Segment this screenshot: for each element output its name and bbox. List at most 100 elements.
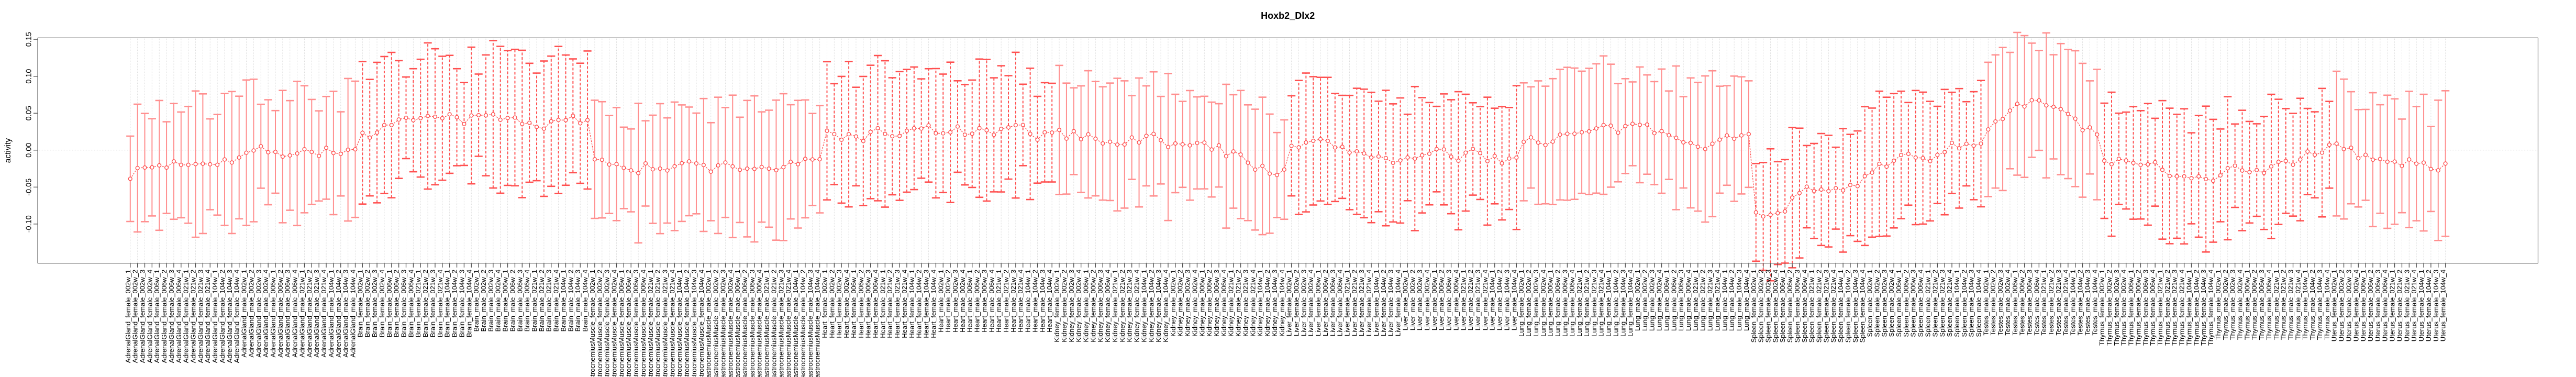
svg-text:Spleen_female_104w_2: Spleen_female_104w_2 <box>1844 270 1852 343</box>
svg-text:Lung_male_104w_1: Lung_male_104w_1 <box>1720 270 1728 331</box>
svg-text:Testes_male_006w_4: Testes_male_006w_4 <box>2033 270 2040 336</box>
svg-text:Uterus_female_006w_3: Uterus_female_006w_3 <box>2374 270 2382 341</box>
svg-text:Lung_female_006w_1: Lung_female_006w_1 <box>1547 270 1555 337</box>
svg-text:Lung_male_002w_4: Lung_male_002w_4 <box>1656 270 1663 331</box>
svg-text:Uterus_female_104w_4: Uterus_female_104w_4 <box>2439 270 2447 341</box>
svg-text:Thymus_female_002w_3: Thymus_female_002w_3 <box>2113 270 2120 346</box>
svg-text:GastrocnemiusMuscle_male_021w_: GastrocnemiusMuscle_male_021w_1 <box>763 270 771 377</box>
svg-text:Liver_male_104w_3: Liver_male_104w_3 <box>1503 270 1511 330</box>
svg-text:Lung_male_104w_3: Lung_male_104w_3 <box>1735 270 1743 331</box>
svg-text:Liver_female_006w_4: Liver_female_006w_4 <box>1336 270 1344 336</box>
svg-text:Spleen_male_104w_2: Spleen_male_104w_2 <box>1960 270 1968 337</box>
svg-text:Spleen_male_006w_3: Spleen_male_006w_3 <box>1909 270 1917 337</box>
svg-text:AdrenalGland_male_002w_2: AdrenalGland_male_002w_2 <box>247 270 255 358</box>
svg-text:Liver_male_021w_3: Liver_male_021w_3 <box>1474 270 1482 330</box>
svg-text:Spleen_male_021w_2: Spleen_male_021w_2 <box>1931 270 1939 337</box>
svg-text:GastrocnemiusMuscle_male_006w_: GastrocnemiusMuscle_male_006w_1 <box>734 270 741 377</box>
svg-text:Kidney_male_002w_1: Kidney_male_002w_1 <box>1169 270 1177 337</box>
svg-text:Brain_female_006w_1: Brain_female_006w_1 <box>385 270 393 337</box>
svg-text:Brain_male_006w_4: Brain_male_006w_4 <box>523 270 531 332</box>
svg-text:Liver_male_002w_2: Liver_male_002w_2 <box>1408 270 1416 330</box>
svg-text:GastrocnemiusMuscle_female_104: GastrocnemiusMuscle_female_104w_1 <box>675 270 683 377</box>
svg-text:Spleen_male_002w_2: Spleen_male_002w_2 <box>1873 270 1881 337</box>
svg-text:Lung_female_006w_4: Lung_female_006w_4 <box>1568 270 1576 337</box>
svg-text:0.00: 0.00 <box>25 143 34 158</box>
svg-text:AdrenalGland_female_002w_1: AdrenalGland_female_002w_1 <box>124 270 132 363</box>
svg-text:Heart_female_002w_3: Heart_female_002w_3 <box>835 270 843 338</box>
svg-text:Kidney_male_104w_3: Kidney_male_104w_3 <box>1271 270 1279 337</box>
svg-text:Testes_male_021w_2: Testes_male_021w_2 <box>2047 270 2055 336</box>
svg-text:Spleen_male_104w_4: Spleen_male_104w_4 <box>1974 270 1982 337</box>
svg-text:Thymus_male_104w_1: Thymus_male_104w_1 <box>2301 270 2309 340</box>
svg-text:Heart_female_021w_3: Heart_female_021w_3 <box>893 270 901 338</box>
svg-text:Spleen_female_021w_2: Spleen_female_021w_2 <box>1815 270 1823 343</box>
svg-text:Heart_male_104w_4: Heart_male_104w_4 <box>1046 270 1053 332</box>
svg-text:Brain_female_104w_1: Brain_female_104w_1 <box>443 270 451 337</box>
svg-text:Heart_female_006w_4: Heart_female_006w_4 <box>872 270 880 338</box>
svg-text:Kidney_female_002w_2: Kidney_female_002w_2 <box>1060 270 1068 342</box>
svg-text:AdrenalGland_female_104w_4: AdrenalGland_female_104w_4 <box>233 270 241 363</box>
svg-text:GastrocnemiusMuscle_female_002: GastrocnemiusMuscle_female_002w_3 <box>603 270 611 377</box>
svg-text:Liver_male_021w_2: Liver_male_021w_2 <box>1467 270 1474 330</box>
svg-text:Kidney_female_006w_3: Kidney_female_006w_3 <box>1096 270 1104 342</box>
svg-text:Lung_female_006w_2: Lung_female_006w_2 <box>1554 270 1562 337</box>
svg-text:Spleen_female_021w_4: Spleen_female_021w_4 <box>1829 270 1837 343</box>
svg-text:Liver_female_104w_4: Liver_female_104w_4 <box>1394 270 1402 336</box>
svg-text:Thymus_female_006w_3: Thymus_female_006w_3 <box>2141 270 2149 346</box>
svg-text:AdrenalGland_male_002w_3: AdrenalGland_male_002w_3 <box>254 270 262 358</box>
svg-text:AdrenalGland_male_006w_2: AdrenalGland_male_006w_2 <box>276 270 284 358</box>
svg-text:AdrenalGland_male_006w_4: AdrenalGland_male_006w_4 <box>291 270 299 358</box>
svg-text:Spleen_female_104w_3: Spleen_female_104w_3 <box>1851 270 1859 343</box>
svg-text:Heart_male_104w_3: Heart_male_104w_3 <box>1038 270 1046 332</box>
svg-text:Liver_female_104w_3: Liver_female_104w_3 <box>1387 270 1395 336</box>
svg-text:Heart_male_006w_2: Heart_male_006w_2 <box>973 270 981 332</box>
svg-text:Liver_female_104w_1: Liver_female_104w_1 <box>1372 270 1380 336</box>
svg-text:Thymus_male_006w_3: Thymus_male_006w_3 <box>2258 270 2266 340</box>
svg-text:Spleen_female_002w_2: Spleen_female_002w_2 <box>1757 270 1765 343</box>
svg-text:Brain_female_021w_4: Brain_female_021w_4 <box>436 270 444 337</box>
svg-text:Heart_male_006w_3: Heart_male_006w_3 <box>980 270 988 332</box>
svg-text:Spleen_male_021w_4: Spleen_male_021w_4 <box>1946 270 1953 337</box>
svg-text:AdrenalGland_male_104w_4: AdrenalGland_male_104w_4 <box>349 270 357 358</box>
svg-text:Thymus_male_006w_4: Thymus_male_006w_4 <box>2265 270 2273 340</box>
svg-text:Liver_male_104w_1: Liver_male_104w_1 <box>1489 270 1496 330</box>
svg-text:GastrocnemiusMuscle_male_021w_: GastrocnemiusMuscle_male_021w_2 <box>770 270 778 377</box>
svg-text:AdrenalGland_female_021w_3: AdrenalGland_female_021w_3 <box>196 270 204 363</box>
svg-text:Spleen_female_002w_1: Spleen_female_002w_1 <box>1750 270 1758 343</box>
svg-text:AdrenalGland_female_006w_4: AdrenalGland_female_006w_4 <box>175 270 183 363</box>
svg-text:GastrocnemiusMuscle_male_006w_: GastrocnemiusMuscle_male_006w_2 <box>741 270 749 377</box>
svg-text:Lung_female_104w_1: Lung_female_104w_1 <box>1605 270 1613 337</box>
svg-text:Spleen_female_006w_1: Spleen_female_006w_1 <box>1779 270 1786 343</box>
svg-text:Thymus_male_002w_1: Thymus_male_002w_1 <box>2214 270 2222 340</box>
svg-text:Brain_female_021w_3: Brain_female_021w_3 <box>429 270 437 337</box>
svg-text:Liver_male_002w_3: Liver_male_002w_3 <box>1416 270 1424 330</box>
svg-text:AdrenalGland_male_104w_2: AdrenalGland_male_104w_2 <box>335 270 342 358</box>
svg-text:Liver_male_104w_4: Liver_male_104w_4 <box>1510 270 1518 330</box>
svg-text:Kidney_male_021w_4: Kidney_male_021w_4 <box>1249 270 1257 337</box>
svg-text:Thymus_male_021w_2: Thymus_male_021w_2 <box>2280 270 2288 340</box>
svg-text:Uterus_female_021w_3: Uterus_female_021w_3 <box>2403 270 2411 341</box>
svg-text:Uterus_female_002w_3: Uterus_female_002w_3 <box>2345 270 2352 341</box>
svg-text:Kidney_male_021w_2: Kidney_male_021w_2 <box>1235 270 1242 337</box>
svg-text:Liver_female_006w_2: Liver_female_006w_2 <box>1322 270 1329 336</box>
svg-text:Liver_female_006w_1: Liver_female_006w_1 <box>1314 270 1322 336</box>
svg-text:Brain_male_021w_3: Brain_male_021w_3 <box>545 270 553 332</box>
svg-text:Liver_male_006w_2: Liver_male_006w_2 <box>1438 270 1446 330</box>
svg-text:Heart_male_021w_2: Heart_male_021w_2 <box>1002 270 1010 332</box>
svg-text:Testes_male_002w_4: Testes_male_002w_4 <box>2004 270 2012 336</box>
svg-text:Kidney_female_021w_4: Kidney_female_021w_4 <box>1133 270 1141 342</box>
svg-text:Heart_male_021w_1: Heart_male_021w_1 <box>995 270 1003 332</box>
svg-text:Thymus_female_006w_2: Thymus_female_006w_2 <box>2134 270 2142 346</box>
svg-text:Thymus_female_002w_2: Thymus_female_002w_2 <box>2105 270 2113 346</box>
svg-text:Spleen_male_006w_4: Spleen_male_006w_4 <box>1917 270 1925 337</box>
svg-text:Liver_female_002w_3: Liver_female_002w_3 <box>1300 270 1307 336</box>
svg-text:Spleen_male_021w_3: Spleen_male_021w_3 <box>1938 270 1946 337</box>
svg-text:Uterus_female_002w_4: Uterus_female_002w_4 <box>2352 270 2360 341</box>
svg-text:Kidney_female_104w_3: Kidney_female_104w_3 <box>1154 270 1162 342</box>
svg-text:Spleen_male_002w_4: Spleen_male_002w_4 <box>1887 270 1895 337</box>
svg-text:AdrenalGland_female_002w_2: AdrenalGland_female_002w_2 <box>131 270 139 363</box>
svg-text:GastrocnemiusMuscle_male_104w_: GastrocnemiusMuscle_male_104w_4 <box>814 270 821 377</box>
svg-text:Spleen_female_104w_4: Spleen_female_104w_4 <box>1859 270 1867 343</box>
svg-text:Lung_male_006w_3: Lung_male_006w_3 <box>1677 270 1685 331</box>
svg-text:AdrenalGland_female_002w_3: AdrenalGland_female_002w_3 <box>138 270 146 363</box>
